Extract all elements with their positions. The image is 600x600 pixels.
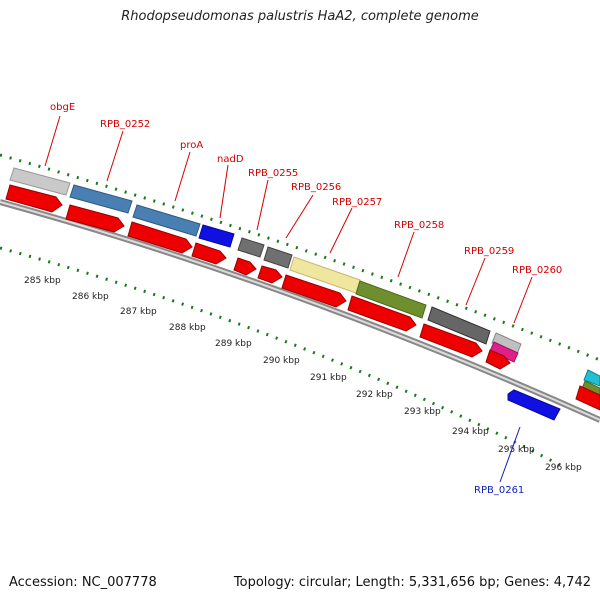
cds-arrow: [5, 184, 63, 213]
leader-RPB_0260: [513, 276, 533, 324]
scale-label: 293 kbp: [404, 407, 441, 417]
genome-backbone: [0, 199, 600, 423]
leader-RPB_0256: [285, 194, 314, 239]
gene-label: RPB_0255: [248, 168, 298, 179]
gene-label: obgE: [50, 102, 75, 113]
map-title: Rhodopseudomonas palustris HaA2, complet…: [121, 9, 479, 24]
gene-label: RPB_0259: [464, 246, 514, 257]
feature-proA: [132, 204, 201, 237]
scale-label: 289 kbp: [215, 339, 252, 349]
leader-RPB_0257: [329, 207, 353, 254]
scale-label: 295 kbp: [498, 445, 535, 455]
feature-nadD: [198, 224, 235, 248]
scale-label: 287 kbp: [120, 307, 157, 317]
feature-RPB_0258: [355, 280, 427, 319]
gene-label: RPB_0260: [512, 265, 562, 276]
cds-arrow: [65, 204, 125, 233]
feature-RPB_0261: [507, 389, 561, 421]
leader-RPB_0259: [465, 257, 486, 306]
leader-obgE: [44, 115, 61, 167]
feature-obgE: [9, 167, 71, 196]
scale-label: 285 kbp: [24, 276, 61, 286]
cds-arrow: [257, 265, 283, 284]
cds-arrow: [419, 323, 483, 358]
feature-row: [9, 167, 600, 421]
cds-arrow: [347, 295, 417, 332]
cds-arrow: [281, 274, 347, 308]
feature-RPB_0259: [427, 306, 491, 345]
gene-label: nadD: [217, 154, 244, 165]
accession-text: Accession: NC_007778: [9, 575, 157, 590]
gene-label: RPB_0252: [100, 119, 150, 130]
feature-RPB_0260-b: [489, 341, 519, 363]
gene-label: RPB_0256: [291, 182, 341, 193]
scale-label: 292 kbp: [356, 390, 393, 400]
scale-label: 288 kbp: [169, 323, 206, 333]
cds-arrow: [191, 242, 227, 265]
feature-edge-cyan: [583, 369, 600, 387]
leader-RPB_0252: [106, 130, 124, 182]
leader-proA: [174, 151, 191, 202]
gene-label: RPB_0258: [394, 220, 444, 231]
cds-arrow: [485, 349, 511, 370]
cds-arrow: [233, 257, 257, 276]
scale-label: 291 kbp: [310, 373, 347, 383]
cds-arrow: [127, 221, 193, 254]
cds-arrow: [575, 385, 600, 411]
leader-RPB_0261: [499, 426, 521, 483]
scale-label: 286 kbp: [72, 292, 109, 302]
scale-label: 294 kbp: [452, 427, 489, 437]
leader-nadD: [219, 164, 229, 219]
scale-label: 296 kbp: [545, 463, 582, 473]
feature-RPB_0252: [69, 184, 133, 214]
leader-RPB_0258: [397, 231, 415, 278]
gene-label: proA: [180, 140, 203, 151]
gene-label: RPB_0257: [332, 197, 382, 208]
feature-edge-green: [581, 380, 600, 397]
gene-label: RPB_0261: [474, 485, 524, 496]
cds-arrows: [5, 184, 600, 411]
genome-summary: Topology: circular; Length: 5,331,656 bp…: [233, 575, 591, 590]
leader-RPB_0255: [256, 179, 269, 231]
feature-RPB_0255: [237, 237, 265, 258]
feature-RPB_0256: [263, 246, 293, 269]
scale-label: 290 kbp: [263, 356, 300, 366]
